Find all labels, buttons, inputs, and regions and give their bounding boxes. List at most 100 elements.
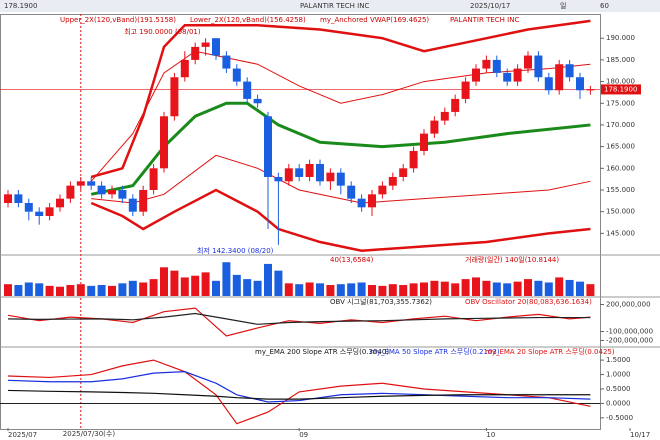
volume-bar (482, 280, 491, 296)
legend-text: my_EMA 20 Slope ATR 스무딩(0.0425) (485, 347, 615, 356)
line (90, 19, 591, 179)
candle-body (180, 59, 189, 78)
volume-bar (97, 285, 106, 296)
volume-bar (45, 285, 54, 296)
candle-body (201, 42, 210, 47)
line (7, 312, 591, 325)
y-tick-label: 185.000 (606, 56, 635, 64)
volume-bar (430, 280, 439, 296)
candle-body (66, 185, 75, 199)
candle-body (388, 176, 397, 186)
volume-bar (180, 277, 189, 296)
volume-bar (4, 284, 12, 296)
plot-frame (0, 14, 601, 430)
volume-bar (191, 275, 200, 296)
x-tick-label: 2025/07 (8, 431, 37, 439)
candle-body (149, 168, 158, 190)
legend-text: Upper_2X(120,vBand)(191.5158) (60, 16, 176, 24)
candle-body (76, 181, 85, 186)
last-price-label: 178.1900 (604, 85, 637, 93)
candle-body (24, 202, 33, 212)
volume-bar (139, 282, 148, 296)
candle-body (274, 176, 283, 182)
toolbar-text: 일 (560, 1, 566, 10)
volume-bar (66, 285, 75, 296)
candle-body (108, 189, 116, 195)
volume-bar (534, 280, 543, 296)
legend-text: my_EMA 200 Slope ATR 스무딩(0.3040) (255, 347, 389, 356)
y-tick-label: -200,000,000 (606, 337, 653, 345)
volume-bar (232, 274, 241, 296)
y-tick-label: 200,000,000 (606, 301, 651, 309)
volume-bar (149, 279, 158, 296)
volume-bar (326, 285, 335, 296)
volume-bar (35, 283, 44, 296)
x-tick-label: 10 (486, 431, 495, 439)
volume-bar (253, 280, 262, 296)
y-tick-label: 175.000 (606, 99, 635, 107)
line (91, 154, 591, 204)
volume-bar (368, 285, 376, 296)
volume-bar (14, 285, 23, 296)
y-tick-label: 1.0000 (606, 371, 631, 379)
candle-body (56, 198, 64, 208)
candle-body (139, 189, 148, 212)
volume-bar (24, 282, 33, 296)
volume-bar (451, 283, 460, 296)
candle-body (565, 64, 574, 78)
legend-text: my_EMA 50 Slope ATR 스무딩(0.2103) (370, 347, 500, 356)
volume-bar (544, 282, 553, 296)
y-tick-label: 180.000 (606, 78, 635, 86)
volume-bar (305, 282, 314, 296)
candle-body (576, 77, 584, 91)
candle-body (253, 98, 262, 104)
legend-text: OBV Oscillator 20(80,083,636.1634) (465, 298, 592, 306)
volume-bar (295, 284, 304, 296)
volume-bar (388, 284, 397, 296)
volume-bar (284, 283, 293, 296)
y-tick-label: 190.000 (606, 34, 635, 42)
candle-body (430, 120, 439, 134)
volume-bar (243, 279, 252, 296)
candle-body (316, 163, 324, 182)
volume-bar (399, 285, 408, 296)
last-price-box (601, 84, 641, 95)
candle-body (472, 68, 480, 82)
legend-text: 거래량(일간) 140일(10.8144) (465, 255, 559, 264)
volume-bar (76, 284, 85, 296)
candle-body (305, 163, 314, 177)
line (90, 101, 591, 196)
y-tick-label: -0.5000 (606, 414, 633, 422)
candle-body (440, 111, 449, 121)
y-tick-label: 165.000 (606, 143, 635, 151)
y-tick-label: -100,000,000 (606, 328, 653, 336)
candle-body (191, 46, 200, 60)
volume-bar (524, 279, 532, 296)
legend-text: 40(13,6584) (330, 256, 374, 264)
volume-bar (118, 283, 127, 296)
volume-bar (409, 283, 418, 296)
y-tick-label: 0.5000 (606, 385, 631, 393)
annotation: 최저 142.3400 (08/20) (197, 246, 274, 255)
candle-body (222, 55, 231, 69)
volume-bar (212, 280, 220, 296)
candle-body (295, 168, 304, 177)
candle-body (544, 77, 553, 91)
candle-body (326, 172, 335, 182)
volume-bar (264, 263, 272, 296)
line (7, 359, 591, 425)
candle-body (347, 185, 356, 199)
volume-bar (336, 284, 345, 296)
candle-body (513, 68, 522, 82)
toolbar-text: 178.1900 (4, 2, 37, 10)
candle-body (461, 81, 470, 99)
volume-bar (357, 282, 366, 296)
toolbar-bg (0, 0, 660, 12)
toolbar-text: 60 (600, 2, 609, 10)
candle-body (524, 55, 532, 69)
candle-body (492, 59, 501, 73)
candle-body (14, 194, 23, 203)
volume-bar (513, 281, 522, 296)
